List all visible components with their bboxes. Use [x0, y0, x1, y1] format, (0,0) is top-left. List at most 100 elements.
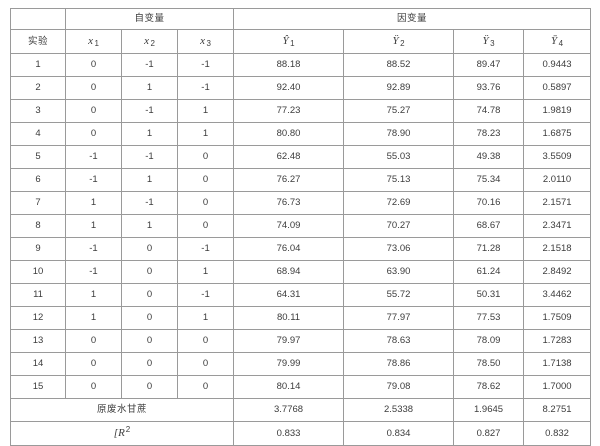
cell-y3: 75.34: [453, 168, 525, 192]
cell-x2: 1: [121, 168, 178, 192]
cell-y2: 70.27: [343, 214, 455, 238]
cell-y3: 61.24: [453, 260, 525, 284]
cell-x1: 1: [65, 191, 122, 215]
cell-x2: -1: [121, 99, 178, 123]
cell-x2: 1: [121, 214, 178, 238]
cell-x3: 1: [176, 306, 235, 330]
cell-x1: 1: [65, 214, 122, 238]
corner-cell: [10, 8, 66, 30]
table-row: 7 1 -1 0 76.73 72.69 70.16 2.1571: [10, 191, 592, 215]
cell-y3: 70.16: [453, 191, 525, 215]
cell-y2: 75.13: [343, 168, 455, 192]
cell-x3: 0: [176, 375, 235, 399]
group-header-independent: 自变量: [64, 8, 235, 30]
cell-x3: 0: [176, 145, 235, 169]
cell-exp: 8: [10, 214, 66, 238]
cell-x2: 0: [121, 329, 178, 353]
cell-exp: 7: [10, 191, 66, 215]
table-row: 9 -1 0 -1 76.04 73.06 71.28 2.1518: [10, 237, 592, 261]
cell-x3: 0: [176, 329, 235, 353]
column-header-exp: 实验: [10, 29, 66, 54]
cell-x1: 1: [65, 306, 122, 330]
table-row: 5 -1 -1 0 62.48 55.03 49.38 3.5509: [10, 145, 592, 169]
cell-y4: 3.5509: [523, 145, 592, 169]
cell-x3: -1: [176, 283, 235, 307]
cell-x3: 0: [176, 168, 235, 192]
cell-y1: 76.73: [233, 191, 345, 215]
cell-x2: 0: [121, 260, 178, 284]
cell-y2: 78.86: [343, 352, 455, 376]
cell-y1: 92.40: [233, 76, 345, 100]
table-row: 2 0 1 -1 92.40 92.89 93.76 0.5897: [10, 76, 592, 100]
cell-y1: 76.04: [233, 237, 345, 261]
cell-x2: -1: [121, 53, 178, 77]
cell-y3: 78.09: [453, 329, 525, 353]
table-row: 8 1 1 0 74.09 70.27 68.67 2.3471: [10, 214, 592, 238]
cell-x1: -1: [65, 145, 122, 169]
cell-x2: 1: [121, 76, 178, 100]
cell-y3: 50.31: [453, 283, 525, 307]
summary-label-raw-wastewater: 原废水甘蔗: [9, 398, 235, 422]
cell-exp: 11: [10, 283, 66, 307]
cell-y1: 74.09: [233, 214, 345, 238]
table-row: 3 0 -1 1 77.23 75.27 74.78 1.9819: [10, 99, 592, 123]
summary-cell-y2: 0.834: [343, 421, 455, 446]
table-row: 12 1 0 1 80.11 77.97 77.53 1.7509: [10, 306, 592, 330]
summary-cell-y4: 0.832: [523, 421, 592, 446]
cell-x2: 0: [121, 375, 178, 399]
cell-x1: 1: [65, 283, 122, 307]
cell-x3: -1: [176, 76, 235, 100]
cell-y3: 77.53: [453, 306, 525, 330]
cell-y4: 1.7000: [523, 375, 592, 399]
cell-y1: 80.14: [233, 375, 345, 399]
cell-y2: 63.90: [343, 260, 455, 284]
cell-y3: 49.38: [453, 145, 525, 169]
cell-y4: 1.7138: [523, 352, 592, 376]
cell-y2: 72.69: [343, 191, 455, 215]
cell-x3: 0: [176, 214, 235, 238]
cell-y4: 2.1518: [523, 237, 592, 261]
cell-y2: 73.06: [343, 237, 455, 261]
cell-y4: 3.4462: [523, 283, 592, 307]
table-row: 13 0 0 0 79.97 78.63 78.09 1.7283: [10, 329, 592, 353]
cell-exp: 15: [10, 375, 66, 399]
summary-row: 原废水甘蔗 3.7768 2.5338 1.9645 8.2751: [9, 398, 592, 422]
cell-y1: 76.27: [233, 168, 345, 192]
cell-y4: 2.8492: [523, 260, 592, 284]
cell-x3: -1: [176, 53, 235, 77]
cell-y1: 79.99: [233, 352, 345, 376]
cell-y4: 0.5897: [523, 76, 592, 100]
cell-y1: 80.11: [233, 306, 345, 330]
table-body: 1 0 -1 -1 88.18 88.52 89.47 0.9443 2 0 1 -1 92.40 92.…: [9, 53, 592, 446]
cell-y2: 79.08: [343, 375, 455, 399]
summary-cell-y4: 8.2751: [523, 398, 592, 422]
cell-x2: -1: [121, 191, 178, 215]
cell-exp: 9: [10, 237, 66, 261]
cell-y2: 55.72: [343, 283, 455, 307]
cell-exp: 4: [10, 122, 66, 146]
cell-y3: 93.76: [453, 76, 525, 100]
table-row: 10 -1 0 1 68.94 63.90 61.24 2.8492: [10, 260, 592, 284]
cell-x3: 1: [176, 260, 235, 284]
cell-y1: 62.48: [233, 145, 345, 169]
table-row: 4 0 1 1 80.80 78.90 78.23 1.6875: [10, 122, 592, 146]
cell-y3: 78.23: [453, 122, 525, 146]
table-row: 6 -1 1 0 76.27 75.13 75.34 2.0110: [10, 168, 592, 192]
cell-x1: 0: [65, 375, 122, 399]
cell-y2: 55.03: [343, 145, 455, 169]
cell-exp: 2: [10, 76, 66, 100]
table-row: 14 0 0 0 79.99 78.86 78.50 1.7138: [10, 352, 592, 376]
cell-y1: 77.23: [233, 99, 345, 123]
cell-x2: 0: [121, 306, 178, 330]
cell-x1: 0: [65, 329, 122, 353]
